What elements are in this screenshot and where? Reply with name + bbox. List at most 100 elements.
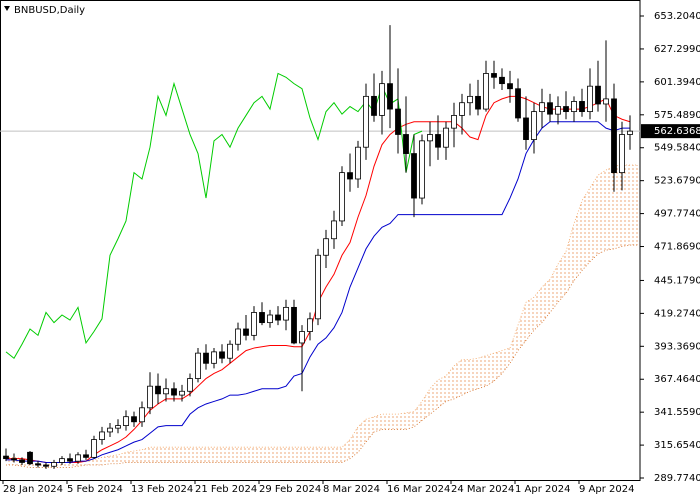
candle-body [339, 172, 345, 222]
x-tick-label: 8 Mar 2024 [323, 484, 380, 495]
candle-body [547, 102, 553, 115]
candle-body [227, 343, 233, 359]
candle-body [179, 390, 185, 396]
candle-body [627, 130, 633, 135]
x-tick-label: 29 Feb 2024 [259, 484, 321, 495]
y-tick-label: 549.5840 [654, 143, 700, 154]
x-tick-label: 21 Feb 2024 [195, 484, 257, 495]
candle-body [483, 73, 489, 110]
candle-body [403, 134, 409, 154]
y-tick-label: 289.7740 [654, 473, 700, 484]
candle-body [315, 254, 321, 320]
candle-body [83, 454, 89, 458]
candle-body [379, 83, 385, 116]
x-tick-label: 1 Apr 2024 [515, 484, 570, 495]
candle-body [555, 106, 561, 115]
menu-arrow [4, 6, 10, 11]
candle-body [299, 331, 305, 344]
candle-body [275, 314, 281, 321]
candle-body [131, 416, 137, 423]
candle-body [371, 95, 377, 116]
candle-body [147, 385, 153, 409]
y-tick-label: 341.5590 [654, 407, 700, 418]
candle-body [619, 134, 625, 174]
indicator-line [6, 121, 630, 463]
candle-body [35, 463, 41, 466]
candle-body [171, 388, 177, 396]
candle-body [331, 220, 337, 240]
candle-body [427, 134, 433, 142]
indicator-line [5, 72, 423, 359]
x-tick-label: 28 Jan 2024 [3, 484, 63, 495]
y-tick-label: 367.4640 [654, 374, 700, 385]
candle-body [419, 140, 425, 199]
candle-body [251, 312, 257, 336]
candle-body [323, 238, 329, 256]
chart-title: BNBUSD,Daily [14, 5, 85, 16]
y-tick-label: 471.8690 [654, 242, 700, 253]
candle-body [499, 76, 505, 85]
candle-body [435, 134, 441, 148]
candle-body [163, 388, 169, 395]
candle-body [411, 153, 417, 199]
candle-body [67, 458, 73, 462]
candle-body [579, 101, 585, 113]
candle-body [123, 416, 129, 426]
candle-body [235, 328, 241, 345]
candle-body [259, 312, 265, 324]
candle-body [603, 98, 609, 105]
candle-body [267, 314, 273, 324]
candle-body [307, 318, 313, 332]
candle-body [507, 83, 513, 90]
x-tick-label: 5 Feb 2024 [67, 484, 123, 495]
candle-body [219, 351, 225, 359]
candle-body [443, 127, 449, 148]
candle-body [571, 101, 577, 113]
x-tick-label: 24 Mar 2024 [451, 484, 514, 495]
candle-body [467, 95, 473, 104]
candle-body [451, 115, 457, 129]
candle-body [283, 306, 289, 321]
y-tick-label: 601.3940 [654, 77, 700, 88]
x-tick-label: 13 Feb 2024 [131, 484, 193, 495]
candle-body [523, 117, 529, 140]
plot-frame [0, 0, 641, 481]
y-tick-label: 419.2740 [654, 308, 700, 319]
candle-body [187, 378, 193, 392]
candle-body [43, 464, 49, 467]
x-tick-label: 9 Apr 2024 [579, 484, 634, 495]
candle-body [3, 455, 9, 460]
candle-body [491, 73, 497, 78]
y-tick-label: 393.3690 [654, 341, 700, 352]
cloud-edge [6, 164, 638, 463]
candle-body [19, 459, 25, 463]
candle-body [107, 427, 113, 433]
candle-body [99, 431, 105, 440]
y-tick-label: 497.7740 [654, 209, 700, 220]
candle-body [211, 351, 217, 364]
candle-body [475, 95, 481, 110]
x-tick-label: 16 Mar 2024 [387, 484, 450, 495]
candle-body [363, 95, 369, 148]
candle-body [243, 328, 249, 336]
y-tick-label: 523.6790 [654, 176, 700, 187]
candle-body [203, 352, 209, 364]
candle-body [395, 108, 401, 135]
candle-body [11, 458, 17, 461]
candle-body [611, 98, 617, 174]
candle-body [387, 83, 393, 110]
candle-body [355, 146, 361, 180]
candle-body [155, 385, 161, 395]
candle-body [595, 85, 601, 105]
candle-body [195, 352, 201, 379]
candle-body [531, 111, 537, 140]
candle-body [27, 451, 33, 465]
candle-body [59, 458, 65, 463]
y-tick-label: 575.4890 [654, 110, 700, 121]
cloud-edge [6, 244, 638, 468]
candle-body [539, 102, 545, 113]
candle-body [51, 462, 57, 467]
candle-body [587, 85, 593, 113]
candle-body [75, 454, 81, 462]
